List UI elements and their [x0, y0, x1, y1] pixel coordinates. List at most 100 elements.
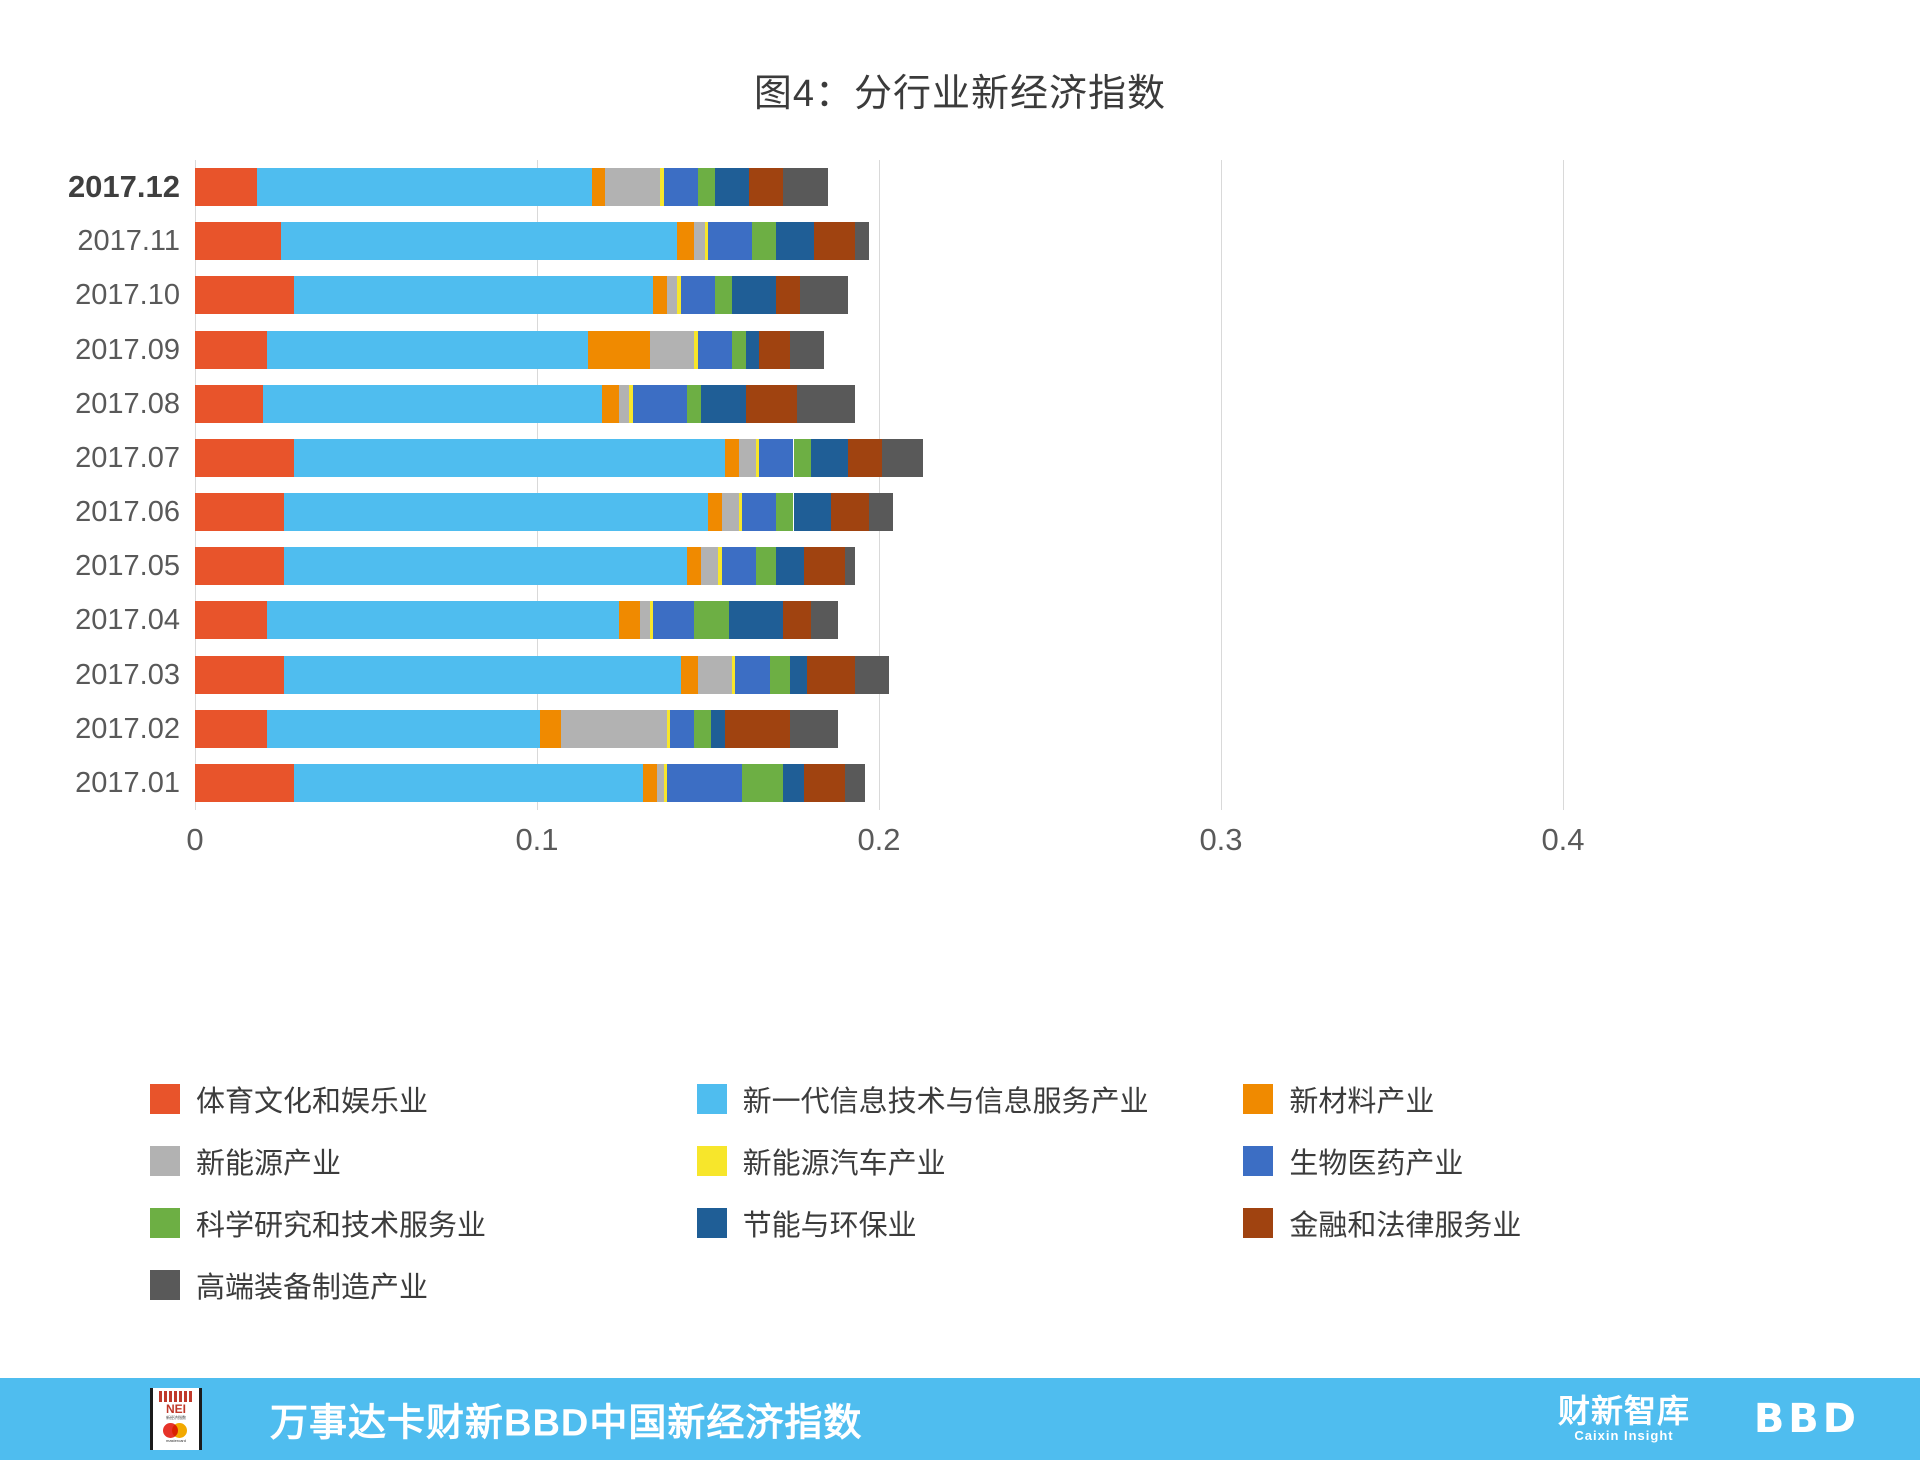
y-axis-label: 2017.08: [75, 387, 180, 420]
legend-item[interactable]: 科学研究和技术服务业: [150, 1202, 697, 1244]
bar-segment: [759, 438, 794, 477]
y-axis-label: 2017.01: [75, 766, 180, 799]
y-axis-label: 2017.12: [67, 169, 180, 205]
bar-segment: [790, 709, 838, 748]
footer-bar: NEI 新经济指数 mastercard 万事达卡财新BBD中国新经济指数 财新…: [0, 1378, 1920, 1460]
bar-segment: [195, 330, 267, 369]
nei-logo-icon: NEI 新经济指数 mastercard: [150, 1388, 202, 1450]
legend-label: 高端装备制造产业: [196, 1272, 429, 1304]
chart-title: 图4：分行业新经济指数: [753, 73, 1167, 115]
y-axis-label: 2017.05: [75, 550, 180, 583]
bar-segment: [283, 655, 681, 694]
legend-item[interactable]: 体育文化和娱乐业: [150, 1078, 697, 1120]
bar-segment: [848, 438, 883, 477]
bar-segment: [776, 222, 814, 261]
bar-segment: [796, 384, 856, 423]
bar-segment: [195, 763, 295, 802]
bar-segment: [687, 384, 702, 423]
legend-item[interactable]: 新一代信息技术与信息服务产业: [696, 1078, 1244, 1120]
bar-segment: [629, 384, 633, 423]
bar-segment: [731, 276, 777, 315]
bar-segment: [643, 763, 657, 802]
x-axis-tick: 0.1: [515, 822, 559, 857]
bar-segment: [680, 276, 715, 315]
caixin-logo-en: Caixin Insight: [1574, 1428, 1674, 1443]
bar-segment: [195, 222, 281, 261]
bar-segment: [195, 655, 284, 694]
bar-segment: [718, 547, 722, 586]
legend-swatch-icon: [150, 1270, 180, 1300]
y-axis-label: 2017.09: [75, 333, 180, 366]
bar-row: 2017.06: [75, 493, 1563, 532]
chart-plot-area: 2017.12 2017.11 2017.10 2017.09 2017.08 2017.…: [68, 160, 1564, 810]
bar-segment: [666, 709, 671, 748]
bar-segment: [195, 384, 264, 423]
legend-item[interactable]: 新能源汽车产业: [696, 1140, 1244, 1182]
bar-segment: [619, 384, 630, 423]
bar-segment: [738, 493, 743, 532]
bar-segment: [666, 763, 743, 802]
legend-item[interactable]: 新能源产业: [150, 1140, 697, 1182]
legend-label: 节能与环保业: [742, 1210, 917, 1242]
legend-swatch-icon: [696, 1146, 727, 1176]
bar-segment: [660, 168, 664, 207]
bar-segment: [868, 493, 893, 532]
gridline-0: [195, 160, 196, 810]
bar-segment: [704, 222, 708, 261]
bar-segment: [708, 493, 722, 532]
bar-segment: [591, 168, 606, 207]
bbd-logo: BBD: [1753, 1396, 1860, 1442]
bar-segment: [711, 709, 726, 748]
mastercard-label: mastercard: [165, 1438, 186, 1443]
x-axis-tick: 0.3: [1199, 822, 1243, 857]
bar-segment: [844, 547, 856, 586]
bar-segment: [605, 168, 661, 207]
bar-segment: [793, 493, 832, 532]
bar-segment: [735, 655, 770, 694]
legend-item[interactable]: 金融和法律服务业: [1243, 1202, 1790, 1244]
bar-row: 2017.04: [75, 601, 1563, 640]
x-axis-tick: 0.4: [1541, 822, 1585, 857]
bar-segment: [769, 655, 791, 694]
legend-item[interactable]: 新材料产业: [1243, 1078, 1790, 1120]
caixin-logo: 财新智库 Caixin Insight: [1558, 1394, 1690, 1444]
bar-segment: [649, 330, 695, 369]
bar-segment: [790, 655, 808, 694]
chart-legend: 体育文化和娱乐业 新一代信息技术与信息服务产业 新材料产业新能源产业 新能源汽车产业 生…: [150, 1078, 1850, 1326]
legend-swatch-icon: [696, 1084, 727, 1114]
legend-item[interactable]: 高端装备制造产业: [150, 1264, 720, 1306]
legend-row: 科学研究和技术服务业 节能与环保业 金融和法律服务业: [150, 1202, 1790, 1244]
bar-segment: [283, 547, 688, 586]
legend-item[interactable]: 节能与环保业: [696, 1202, 1244, 1244]
bar-segment: [776, 547, 804, 586]
legend-label: 金融和法律服务业: [1289, 1210, 1522, 1242]
bar-segment: [728, 601, 784, 640]
bar-segment: [783, 601, 811, 640]
bar-segment: [701, 547, 719, 586]
bar-segment: [639, 601, 650, 640]
y-axis-label: 2017.02: [75, 712, 180, 745]
bar-segment: [697, 655, 732, 694]
bar-segment: [294, 276, 654, 315]
bar-segment: [749, 168, 784, 207]
bar-row: 2017.09: [75, 330, 1563, 369]
bar-segment: [759, 330, 791, 369]
legend-label: 新一代信息技术与信息服务产业: [742, 1086, 1149, 1118]
bar-segment: [814, 222, 856, 261]
bar-segment: [714, 168, 750, 207]
bar-segment: [793, 438, 811, 477]
y-axis-label: 2017.10: [75, 279, 180, 312]
bar-segment: [653, 276, 667, 315]
bar-segment: [725, 438, 739, 477]
legend-row: 新能源产业 新能源汽车产业 生物医药产业: [150, 1140, 1790, 1182]
bar-segment: [855, 655, 890, 694]
x-axis: 0 0.1 0.2 0.3 0.4: [186, 810, 1584, 857]
x-axis-tick: 0.2: [857, 822, 901, 857]
bar-segment: [725, 709, 791, 748]
footer-title: 万事达卡财新BBD中国新经济指数: [270, 1402, 863, 1445]
bar-segment: [694, 222, 705, 261]
legend-item[interactable]: 生物医药产业: [1243, 1140, 1790, 1182]
bar-row: 2017.01: [75, 763, 1563, 802]
legend-swatch-icon: [1243, 1208, 1274, 1238]
y-axis-label: 2017.11: [77, 225, 180, 258]
